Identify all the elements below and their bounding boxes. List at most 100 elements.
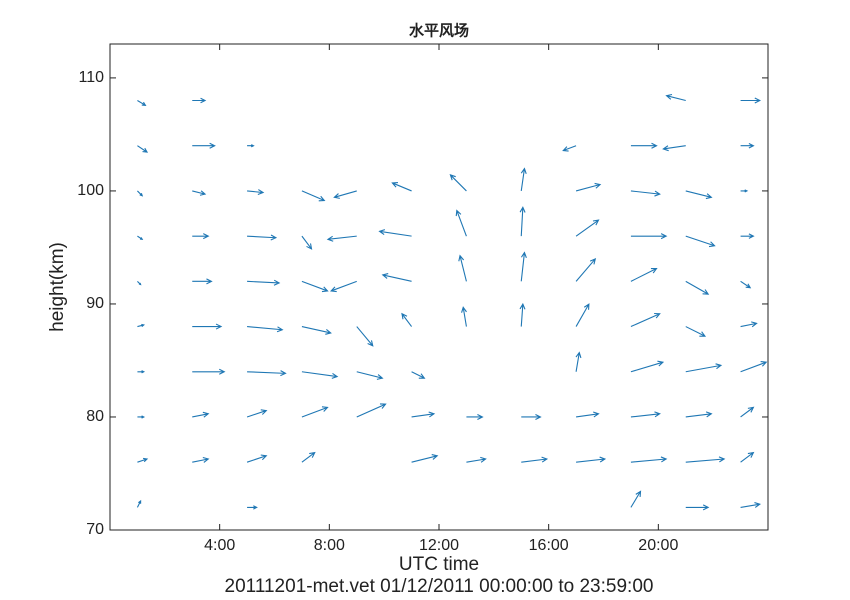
wind-arrow (630, 360, 665, 373)
wind-arrow (575, 258, 597, 282)
wind-arrow (740, 233, 755, 239)
wind-arrow (630, 142, 658, 149)
wind-arrow (247, 189, 265, 196)
wind-arrow (685, 280, 710, 295)
wind-arrow (301, 371, 339, 379)
wind-arrow (381, 273, 412, 282)
wind-arrow (356, 371, 384, 380)
wind-arrow (137, 370, 146, 374)
wind-arrow (192, 456, 210, 463)
wind-arrow (685, 235, 716, 248)
wind-arrow (137, 457, 149, 463)
wind-arrow (740, 451, 755, 463)
wind-arrow (356, 403, 387, 418)
wind-arrow (740, 361, 768, 373)
wind-arrow (137, 280, 142, 286)
wind-arrow (458, 254, 467, 282)
wind-arrow (740, 280, 752, 289)
wind-arrow (391, 181, 412, 192)
x-tick-label: 12:00 (419, 537, 459, 554)
wind-arrow (137, 415, 146, 419)
wind-arrow (630, 190, 661, 197)
wind-arrow (740, 97, 762, 104)
wind-arrow (740, 406, 755, 418)
wind-arrow (301, 190, 326, 202)
wind-arrow (740, 321, 758, 328)
wind-arrow (137, 100, 147, 106)
wind-arrow (192, 190, 207, 196)
wind-arrow (137, 190, 144, 197)
wind-arrow (411, 411, 436, 418)
wind-arrow (449, 174, 467, 192)
x-tick-label: 16:00 (529, 537, 569, 554)
wind-arrow (247, 505, 258, 510)
x-tick-label: 4:00 (204, 537, 235, 554)
wind-arrow (192, 142, 216, 149)
chart-title: 水平风场 (409, 22, 469, 40)
wind-arrow (192, 368, 226, 375)
wind-arrow (301, 406, 329, 418)
wind-arrow (247, 279, 281, 286)
x-tick-label: 8:00 (314, 537, 345, 554)
wind-arrow (192, 233, 210, 240)
wind-arrow (356, 326, 374, 347)
wind-arrow (740, 502, 761, 508)
wind-arrow (519, 302, 526, 327)
y-tick-label: 70 (86, 521, 104, 538)
wind-arrow (401, 312, 413, 327)
wind-arrow (192, 411, 210, 418)
wind-arrow (740, 189, 749, 193)
wind-arrow (685, 456, 726, 463)
wind-arrow (519, 206, 526, 237)
y-tick-label: 100 (77, 182, 104, 199)
wind-arrow (301, 235, 313, 250)
wind-arrow (301, 280, 329, 293)
wind-arrow (685, 326, 707, 337)
y-tick-label: 90 (86, 295, 104, 312)
wind-arrow (630, 233, 668, 240)
wind-arrow (192, 97, 207, 104)
wind-arrow (685, 363, 723, 373)
wind-arrow (466, 413, 484, 420)
wind-arrow (329, 280, 357, 293)
wind-arrow (630, 456, 668, 463)
wind-arrow (411, 454, 439, 463)
wind-arrow (247, 144, 255, 148)
wind-arrow (576, 411, 600, 418)
wind-arrow (246, 409, 268, 418)
wind-arrow (247, 326, 284, 333)
wind-arrow (662, 145, 686, 152)
wind-arrow (137, 235, 144, 241)
wind-arrow (520, 251, 527, 282)
wind-arrow (630, 411, 661, 418)
wind-arrow (630, 490, 642, 508)
wind-arrow (630, 267, 658, 282)
wind-arrow (247, 370, 287, 377)
wind-arrow (685, 190, 713, 200)
wind-arrow (576, 456, 607, 463)
wind-arrow (685, 504, 710, 511)
wind-arrow (378, 229, 412, 237)
wind-arrow (333, 190, 357, 199)
wind-arrow (411, 371, 426, 379)
wind-arrow (520, 167, 527, 192)
wind-arrow (247, 234, 278, 241)
wind-arrow (575, 219, 600, 237)
wind-arrow (665, 93, 686, 102)
wind-arrow (466, 456, 487, 463)
y-axis-label: height(km) (47, 242, 68, 332)
y-tick-label: 80 (86, 408, 104, 425)
x-axis-label: UTC time (399, 554, 479, 575)
wind-arrow (137, 145, 149, 153)
wind-arrow (521, 456, 549, 463)
x-tick-label: 20:00 (638, 537, 678, 554)
wind-arrow (521, 413, 542, 420)
wind-arrow (575, 351, 582, 372)
wind-arrow (246, 454, 268, 463)
wind-arrow (685, 411, 713, 418)
wind-arrow (301, 326, 332, 335)
wind-arrow (192, 323, 223, 330)
wind-arrow (461, 306, 467, 327)
